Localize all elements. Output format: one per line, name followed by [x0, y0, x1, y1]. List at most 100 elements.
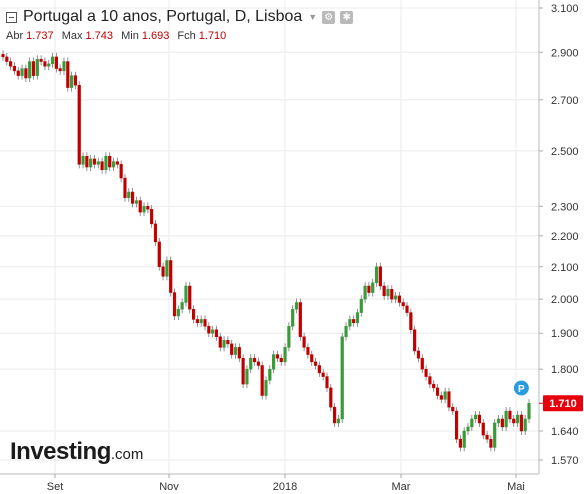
candle-down	[123, 177, 127, 198]
candle-up	[96, 161, 100, 165]
candle-down	[512, 418, 516, 424]
candle-down	[73, 75, 78, 86]
candle-up	[199, 319, 203, 324]
y-tick-label: 1.900	[551, 328, 579, 340]
candle-down	[146, 206, 150, 210]
open-label: Abr	[6, 30, 24, 42]
candle-up	[355, 312, 360, 324]
price-axis: 3.100 2.900 2.700 2.500 2.300 2.200 2.100 2.000…	[538, 0, 579, 474]
candle-down	[485, 434, 489, 440]
candle-down	[66, 61, 70, 88]
candle-down	[420, 357, 424, 370]
candle-down	[489, 438, 493, 448]
candle-up	[504, 410, 508, 428]
candle-up	[180, 302, 184, 310]
y-tick-label: 2.000	[551, 294, 579, 306]
candle-down	[428, 376, 432, 385]
candle-up	[348, 319, 352, 327]
candle-down	[382, 285, 386, 297]
candle-down	[432, 383, 436, 389]
candle-up	[291, 308, 295, 327]
candle-up	[245, 368, 249, 385]
x-tick-label: Set	[47, 481, 64, 493]
candle-down	[306, 347, 310, 355]
candle-down	[172, 292, 177, 317]
candle-up	[443, 391, 447, 400]
candle-down	[424, 368, 428, 377]
candle-down	[317, 365, 321, 374]
p-marker-icon[interactable]	[513, 380, 529, 396]
candle-down	[230, 343, 234, 355]
candle-down	[439, 395, 443, 400]
candle-up	[47, 63, 51, 67]
candle-down	[43, 61, 47, 67]
candle-down	[275, 354, 280, 359]
y-tick-label: 2.100	[551, 262, 579, 274]
chart-title: Portugal a 10 anos, Portugal, D, Lisboa	[23, 8, 303, 25]
low-value: 1.693	[141, 30, 170, 42]
candle-down	[31, 61, 36, 76]
settings-icon[interactable]: ⚙	[322, 10, 336, 24]
candle-up	[233, 347, 238, 355]
more-icon[interactable]: ✱	[340, 10, 354, 24]
open-value: 1.737	[26, 30, 54, 42]
candle-down	[325, 376, 329, 389]
chevron-down-icon[interactable]: ▼	[308, 12, 318, 22]
x-tick-label: Mai	[507, 481, 525, 493]
candle-down	[54, 56, 58, 69]
candle-down	[241, 357, 245, 385]
candle-up	[466, 426, 470, 432]
candle-up	[462, 430, 466, 448]
candle-down	[1, 54, 5, 58]
ohlc-readout: Abr 1.737 Max 1.743 Min 1.693 Fch 1.710	[6, 30, 353, 42]
collapse-icon[interactable]	[6, 11, 17, 23]
chart-header: Portugal a 10 anos, Portugal, D, Lisboa …	[6, 6, 354, 42]
candle-down	[397, 295, 401, 303]
candle-up	[28, 61, 32, 79]
candle-down	[458, 438, 462, 448]
logo-main: Investing	[10, 438, 111, 465]
candle-up	[283, 347, 287, 363]
y-tick-label: 3.100	[551, 3, 579, 15]
candle-down	[108, 156, 112, 168]
candle-up	[184, 285, 188, 303]
candle-down	[367, 285, 371, 293]
candle-down	[413, 329, 417, 352]
candle-up	[294, 302, 299, 310]
candle-up	[111, 161, 116, 168]
candle-up	[62, 61, 66, 72]
y-tick-label: 1.570	[551, 455, 579, 467]
chart-grid	[0, 0, 539, 474]
candle-down	[500, 418, 504, 428]
candle-up	[363, 285, 367, 300]
candle-down	[119, 164, 123, 179]
candle-down	[508, 410, 512, 420]
candle-up	[249, 357, 253, 370]
high-value: 1.743	[85, 30, 114, 42]
close-value: 1.710	[198, 30, 227, 42]
y-tick-label: 2.700	[551, 95, 579, 107]
candle-down	[92, 158, 97, 165]
close-label: Fch	[177, 30, 196, 42]
candle-down	[519, 414, 523, 432]
y-tick-label: 2.200	[551, 231, 579, 243]
candle-up	[50, 56, 55, 65]
candle-down	[390, 289, 394, 300]
candle-up	[89, 158, 93, 168]
candle-up	[470, 418, 474, 428]
candle-down	[321, 372, 325, 377]
candle-up	[527, 402, 531, 420]
chart-markers[interactable]: 1.710 P	[513, 380, 583, 412]
candle-up	[359, 298, 363, 313]
candle-down	[405, 305, 409, 313]
candle-down	[401, 302, 405, 307]
candle-down	[313, 361, 318, 366]
candle-down	[481, 422, 485, 436]
candle-up	[35, 58, 39, 76]
candle-up	[142, 206, 146, 213]
investing-logo: Investing.com	[10, 438, 143, 466]
candle-up	[134, 200, 138, 204]
candle-down	[188, 285, 192, 310]
candle-up	[104, 156, 108, 171]
